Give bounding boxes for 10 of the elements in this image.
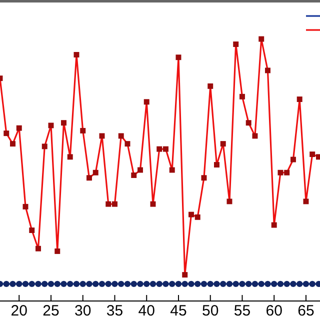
x-tick-label: 60: [266, 302, 282, 320]
x-tick-label: 55: [234, 302, 251, 320]
x-tick-label: 35: [106, 302, 124, 320]
x-tick-label: 30: [74, 302, 92, 320]
x-tick-label: 20: [10, 302, 28, 320]
x-tick-label: 45: [170, 302, 187, 320]
x-tick-label: 40: [138, 302, 155, 320]
x-tick-label: 65: [298, 302, 314, 320]
x-tick-label: 50: [202, 302, 219, 320]
x-tick-label: 25: [42, 302, 60, 320]
